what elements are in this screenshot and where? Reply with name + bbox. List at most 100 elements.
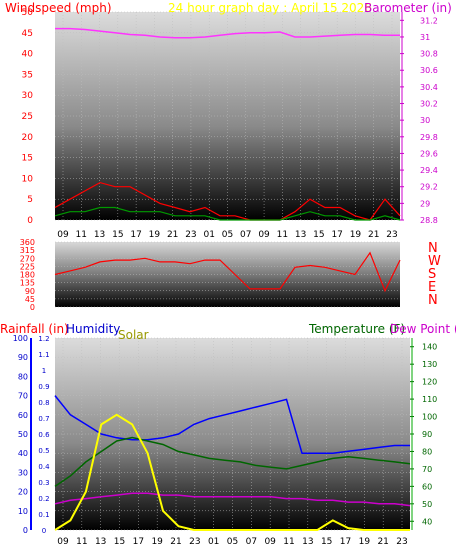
series-solar (54, 413, 410, 531)
x-tick-label: 17 (340, 537, 351, 547)
humidity-tick-label: 10 (18, 507, 28, 516)
x-tick-label: 17 (130, 230, 141, 240)
x-tick-label: 11 (283, 537, 294, 547)
series-gust (54, 206, 401, 221)
x-tick-label: 23 (185, 230, 196, 240)
windspeed-axis-title: Windspeed (mph) (5, 1, 112, 15)
x-tick-label: 11 (76, 537, 87, 547)
x-tick-label: 17 (331, 230, 342, 240)
temp-tick-label: 130 (422, 360, 437, 369)
y2-tick-label: 29.4 (420, 166, 438, 175)
x-tick-label: 05 (227, 537, 238, 547)
x-tick-label: 15 (112, 230, 123, 240)
humidity-tick-label: 30 (18, 468, 28, 477)
humidity-tick-label: 0 (23, 526, 28, 535)
x-tick-label: 23 (386, 230, 397, 240)
compass-label: W (428, 254, 441, 269)
y2-tick-label: 29.8 (420, 133, 438, 142)
panel2-series (54, 251, 401, 293)
x-tick-label: 15 (321, 537, 332, 547)
y2-tick-label: 28.8 (420, 216, 438, 225)
humidity-tick-label: 20 (18, 488, 28, 497)
y-tick-label: 35 (22, 70, 33, 80)
x-tick-label: 21 (377, 537, 388, 547)
x-tick-label: 09 (57, 537, 69, 547)
rain-tick-label: 0.4 (38, 463, 50, 471)
y-tick-label: 225 (20, 262, 35, 271)
rain-tick-label: 0.8 (38, 399, 49, 407)
series-wind-direction (54, 251, 401, 293)
y-tick-label: 180 (20, 271, 35, 280)
rain-tick-label: 0.1 (38, 511, 49, 519)
y2-tick-label: 30 (420, 116, 430, 125)
x-tick-label: 09 (264, 537, 276, 547)
panel3-axes: 09 11 13 15 17 19 21 23 01 05 07 09 11 13 15 17 19 21 2301… (13, 334, 438, 547)
x-tick-label: 15 (313, 230, 324, 240)
panel2-grid (55, 241, 400, 308)
temp-tick-label: 110 (422, 395, 437, 404)
temp-tick-label: 140 (422, 343, 437, 352)
x-tick-label: 09 (57, 230, 69, 240)
x-tick-label: 17 (133, 537, 144, 547)
rain-tick-label: 1 (42, 367, 46, 375)
temperature-axis-title: Temperature (F) (308, 322, 405, 336)
x-tick-label: 19 (151, 537, 163, 547)
x-tick-label: 21 (167, 230, 178, 240)
temp-tick-label: 90 (422, 430, 432, 439)
x-tick-label: 19 (149, 230, 161, 240)
humidity-tick-label: 70 (18, 392, 28, 401)
x-tick-label: 19 (359, 537, 371, 547)
temp-tick-label: 40 (422, 517, 432, 526)
compass-label: E (428, 280, 436, 295)
x-tick-label: 05 (222, 230, 233, 240)
barometer-axis-title: Barometer (in) (364, 1, 452, 15)
x-tick-label: 11 (277, 230, 288, 240)
y-tick-label: 315 (20, 246, 35, 255)
y-tick-label: 50 (22, 8, 34, 18)
rain-tick-label: 1.2 (38, 335, 49, 343)
x-tick-label: 01 (208, 537, 219, 547)
temp-tick-label: 50 (422, 500, 432, 509)
y2-tick-label: 30.8 (420, 50, 438, 59)
x-tick-label: 09 (258, 230, 270, 240)
x-tick-label: 23 (189, 537, 200, 547)
rain-tick-label: 0.9 (38, 383, 49, 391)
y2-tick-label: 29.6 (420, 149, 438, 158)
panel3-series (54, 395, 411, 531)
y-tick-label: 15 (22, 154, 33, 164)
series-windspeed (54, 181, 401, 221)
humidity-tick-label: 60 (18, 411, 28, 420)
y-tick-label: 45 (25, 295, 35, 304)
y2-tick-label: 31.2 (420, 16, 438, 25)
temp-tick-label: 60 (422, 482, 432, 491)
rain-tick-label: 0.7 (38, 415, 49, 423)
y2-tick-label: 29 (420, 199, 430, 208)
x-tick-label: 21 (170, 537, 181, 547)
dewpoint-axis-title: Dew Point (F) (390, 322, 456, 336)
series-dew-point (54, 492, 411, 507)
x-tick-label: 13 (295, 230, 306, 240)
y-tick-label: 270 (20, 254, 35, 263)
humidity-tick-label: 100 (13, 334, 28, 343)
rain-tick-label: 0.5 (38, 447, 49, 455)
x-tick-label: 21 (368, 230, 379, 240)
y-tick-label: 0 (27, 216, 33, 226)
x-tick-label: 07 (240, 230, 251, 240)
y-tick-label: 20 (22, 133, 34, 143)
y-tick-label: 45 (22, 29, 33, 39)
humidity-tick-label: 80 (18, 372, 28, 381)
x-tick-label: 01 (203, 230, 214, 240)
humidity-tick-label: 90 (18, 353, 28, 362)
series-humidity (54, 395, 410, 454)
x-tick-label: 23 (396, 537, 407, 547)
temp-tick-label: 100 (422, 413, 437, 422)
y2-tick-label: 30.6 (420, 66, 438, 75)
y-tick-label: 0 (30, 303, 35, 312)
rain-tick-label: 0 (42, 527, 46, 535)
series-barometer (55, 27, 400, 39)
y-tick-label: 135 (20, 279, 35, 288)
solar-axis-title: Solar (118, 328, 149, 342)
temp-tick-label: 80 (422, 447, 432, 456)
